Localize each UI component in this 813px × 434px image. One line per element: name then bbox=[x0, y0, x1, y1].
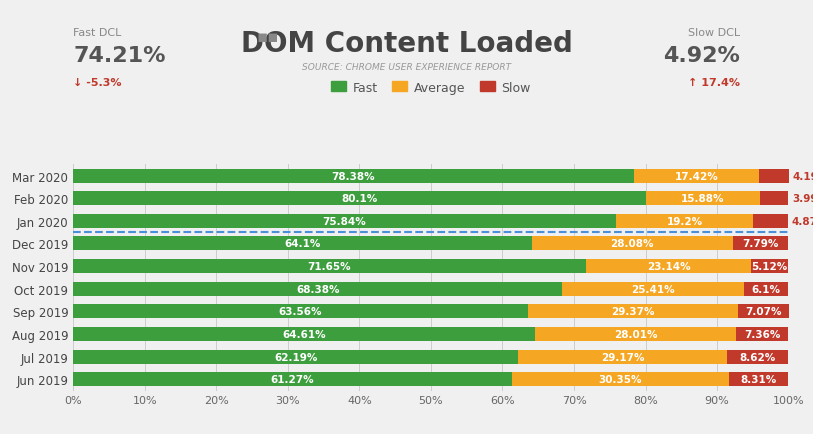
Text: 71.65%: 71.65% bbox=[307, 262, 351, 271]
Text: 4.19%: 4.19% bbox=[792, 171, 813, 181]
Text: 29.37%: 29.37% bbox=[611, 307, 654, 316]
Text: 63.56%: 63.56% bbox=[279, 307, 322, 316]
Text: 30.35%: 30.35% bbox=[598, 375, 641, 384]
Text: 4.87%: 4.87% bbox=[792, 217, 813, 226]
Text: 17.42%: 17.42% bbox=[674, 171, 718, 181]
Bar bbox=[73, 169, 634, 183]
Text: 64.61%: 64.61% bbox=[282, 329, 326, 339]
Text: Slow DCL: Slow DCL bbox=[688, 28, 740, 38]
Text: 7.79%: 7.79% bbox=[742, 239, 779, 249]
Bar bbox=[73, 214, 615, 228]
Text: 29.17%: 29.17% bbox=[601, 352, 644, 362]
Text: 62.19%: 62.19% bbox=[274, 352, 317, 362]
Text: 75.84%: 75.84% bbox=[323, 217, 367, 226]
Bar bbox=[563, 282, 744, 296]
Bar bbox=[73, 327, 536, 341]
Text: 78.38%: 78.38% bbox=[332, 171, 376, 181]
Bar bbox=[634, 169, 759, 183]
Bar bbox=[646, 192, 760, 206]
Text: 5.12%: 5.12% bbox=[751, 262, 788, 271]
Bar bbox=[73, 260, 586, 273]
Bar bbox=[736, 327, 789, 341]
Bar bbox=[518, 350, 727, 364]
Bar bbox=[528, 305, 738, 319]
Text: 80.1%: 80.1% bbox=[341, 194, 378, 204]
Bar bbox=[615, 214, 753, 228]
Bar bbox=[759, 169, 789, 183]
Text: 3.99%: 3.99% bbox=[792, 194, 813, 204]
Bar bbox=[532, 237, 733, 251]
Text: 23.14%: 23.14% bbox=[647, 262, 690, 271]
Text: 7.07%: 7.07% bbox=[745, 307, 781, 316]
Bar bbox=[744, 282, 788, 296]
Text: ↓ -5.3%: ↓ -5.3% bbox=[73, 78, 122, 88]
Text: 74.21%: 74.21% bbox=[73, 46, 166, 66]
Text: 64.1%: 64.1% bbox=[285, 239, 320, 249]
Text: SOURCE: CHROME USER EXPERIENCE REPORT: SOURCE: CHROME USER EXPERIENCE REPORT bbox=[302, 63, 511, 72]
Bar bbox=[73, 192, 646, 206]
Text: 7.36%: 7.36% bbox=[744, 329, 780, 339]
Text: 61.27%: 61.27% bbox=[271, 375, 314, 384]
Text: 25.41%: 25.41% bbox=[632, 284, 675, 294]
Text: 6.1%: 6.1% bbox=[751, 284, 780, 294]
Legend: Fast, Average, Slow: Fast, Average, Slow bbox=[326, 76, 536, 99]
Text: DOM Content Loaded: DOM Content Loaded bbox=[241, 30, 572, 58]
Bar bbox=[536, 327, 736, 341]
Text: ↑ 17.4%: ↑ 17.4% bbox=[688, 78, 740, 88]
Bar bbox=[751, 260, 788, 273]
Text: ▪▪: ▪▪ bbox=[256, 28, 279, 46]
Bar bbox=[738, 305, 789, 319]
Text: 8.62%: 8.62% bbox=[740, 352, 776, 362]
Text: 28.01%: 28.01% bbox=[614, 329, 658, 339]
Bar bbox=[753, 214, 788, 228]
Bar bbox=[728, 372, 788, 386]
Text: 19.2%: 19.2% bbox=[667, 217, 702, 226]
Bar bbox=[73, 305, 528, 319]
Text: 4.92%: 4.92% bbox=[663, 46, 740, 66]
Bar bbox=[73, 350, 518, 364]
Bar bbox=[73, 372, 511, 386]
Text: Fast DCL: Fast DCL bbox=[73, 28, 122, 38]
Bar bbox=[586, 260, 751, 273]
Text: 15.88%: 15.88% bbox=[681, 194, 725, 204]
Text: 28.08%: 28.08% bbox=[611, 239, 654, 249]
Text: 8.31%: 8.31% bbox=[741, 375, 776, 384]
Bar bbox=[73, 282, 563, 296]
Bar bbox=[727, 350, 789, 364]
Bar bbox=[733, 237, 789, 251]
Bar bbox=[73, 237, 532, 251]
Text: 68.38%: 68.38% bbox=[296, 284, 340, 294]
Bar bbox=[760, 192, 789, 206]
Bar bbox=[511, 372, 728, 386]
